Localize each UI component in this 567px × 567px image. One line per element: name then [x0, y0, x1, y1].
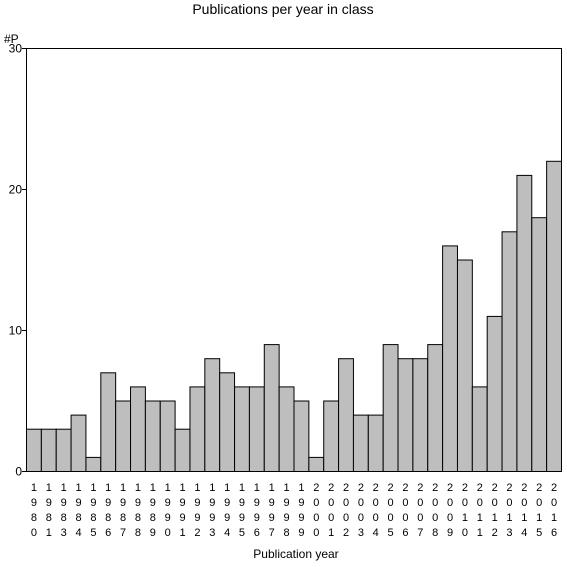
bars-group — [26, 160, 563, 473]
bar-1995 — [234, 386, 250, 472]
y-tick-label: 10 — [9, 324, 23, 338]
bar-1980 — [26, 428, 42, 473]
bar-2011 — [471, 386, 488, 472]
bar-2008 — [427, 344, 444, 473]
bar-2012 — [486, 315, 503, 472]
bar-1993 — [204, 358, 221, 473]
y-tick-label: 0 — [15, 465, 22, 479]
bar-2003 — [352, 414, 369, 473]
bar-1990 — [159, 400, 176, 472]
bar-2010 — [456, 259, 473, 472]
x-axis-label: Publication year — [253, 547, 338, 561]
bar-2006 — [397, 358, 414, 473]
bar-1987 — [115, 400, 132, 472]
bar-2014 — [516, 174, 533, 472]
bar-1991 — [174, 428, 191, 473]
bar-1992 — [189, 386, 206, 472]
bar-2016 — [546, 160, 563, 473]
bar-1996 — [248, 386, 265, 472]
bar-1988 — [130, 386, 146, 472]
chart-title: Publications per year in class — [192, 1, 373, 17]
bar-1989 — [144, 400, 161, 472]
bar-2005 — [382, 344, 399, 473]
bar-2007 — [412, 358, 429, 473]
bar-2000 — [308, 456, 325, 472]
y-axis-label: #P — [4, 32, 19, 46]
bar-1997 — [263, 344, 280, 473]
bar-2015 — [531, 217, 548, 472]
bar-2001 — [323, 400, 340, 472]
bar-1998 — [278, 386, 295, 472]
bar-1994 — [219, 372, 236, 472]
bar-2002 — [338, 358, 354, 473]
x-axis: 1 9 8 0 1 9 8 1 1 9 8 3 1 9 8 4 1 9 8 5 1 9 8 6 1 9 8 7 1 9 8 8 1 9 8 9 1 9 9 0… — [31, 482, 557, 539]
bar-1985 — [85, 456, 102, 472]
bar-2004 — [367, 414, 384, 473]
bar-1999 — [293, 400, 310, 472]
bar-2009 — [442, 245, 458, 472]
bar-1986 — [100, 372, 117, 472]
bar-2013 — [501, 231, 518, 472]
plot-frame — [26, 48, 562, 472]
bar-1983 — [55, 428, 72, 473]
y-tick-label: 20 — [9, 183, 23, 197]
y-axis: 0 10 20 30 — [9, 42, 26, 479]
bar-1981 — [40, 428, 57, 473]
y-tick-label: 30 — [9, 42, 23, 56]
bar-1984 — [70, 414, 87, 473]
